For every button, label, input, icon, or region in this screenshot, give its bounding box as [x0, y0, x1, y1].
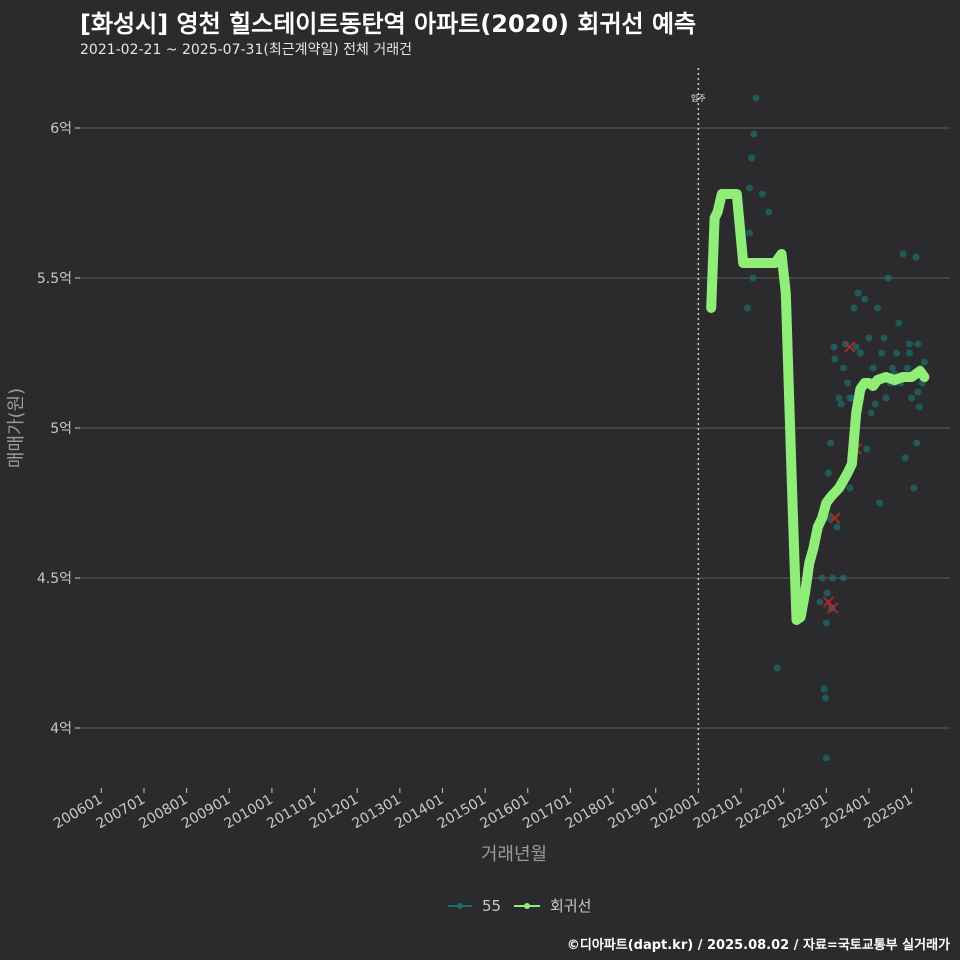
data-point [749, 274, 757, 282]
data-point [827, 439, 835, 447]
data-point [844, 379, 852, 387]
data-point [878, 349, 886, 357]
data-point [821, 694, 829, 702]
data-point [871, 400, 879, 408]
highlight-markers [822, 341, 862, 614]
data-point [914, 388, 922, 396]
highlight-mark [844, 341, 856, 353]
data-point [901, 454, 909, 462]
y-tick-label: 5억 [50, 421, 72, 437]
highlight-mark [829, 512, 841, 524]
data-point [839, 574, 847, 582]
data-point [914, 340, 922, 348]
data-point [748, 154, 756, 162]
data-point [758, 190, 766, 198]
data-point [880, 334, 888, 342]
data-point [831, 355, 839, 363]
data-point [752, 94, 760, 102]
data-point [746, 229, 754, 237]
data-point [869, 364, 877, 372]
data-point [765, 208, 773, 216]
data-point [912, 253, 920, 261]
data-point [910, 484, 918, 492]
data-point [905, 340, 913, 348]
x-axis-title: 거래년월 [481, 844, 547, 865]
regression-line [706, 189, 930, 625]
data-point [865, 334, 873, 342]
data-point [893, 349, 901, 357]
data-point [915, 403, 923, 411]
data-point [822, 754, 830, 762]
grid-lines [80, 127, 950, 729]
data-point [899, 250, 907, 258]
y-tick-label: 6억 [50, 121, 72, 137]
data-point [913, 439, 921, 447]
data-point [830, 343, 838, 351]
data-point [818, 574, 826, 582]
data-point [846, 394, 854, 402]
data-point [850, 304, 858, 312]
data-point [903, 364, 911, 372]
data-point [908, 394, 916, 402]
data-point [882, 394, 890, 402]
data-point [824, 469, 832, 477]
legend-trend-swatch [524, 903, 530, 909]
data-point [773, 664, 781, 672]
data-point [874, 304, 881, 312]
chart-title: [화성시] 영천 힐스테이트동탄역 아파트(2020) 회귀선 예측 [80, 10, 697, 38]
y-tick-label: 4.5억 [37, 571, 72, 587]
legend-55-label: 55 [482, 897, 501, 915]
data-point [820, 685, 828, 693]
data-point [750, 130, 758, 138]
legend: 55 회귀선 [448, 897, 591, 915]
data-point [888, 364, 896, 372]
data-point [823, 589, 831, 597]
data-point [829, 574, 837, 582]
data-point [861, 295, 869, 303]
data-point [746, 184, 754, 192]
y-tick-label: 4억 [50, 721, 72, 737]
x-tick-label: 202501 [861, 792, 915, 833]
y-axis-title: 매매가(원) [6, 388, 27, 468]
data-point [920, 358, 928, 366]
data-point [856, 349, 864, 357]
y-tick-label: 5.5억 [37, 271, 72, 287]
y-axis-ticks: 4억 4.5억 5억 5.5억 6억 [37, 121, 80, 737]
data-point [884, 274, 892, 282]
footer-credit: ©디아파트(dapt.kr) / 2025.08.02 / 자료=국토교통부 실… [566, 938, 950, 953]
data-point [816, 598, 824, 606]
data-point [876, 499, 884, 507]
data-point [895, 319, 903, 327]
data-point [854, 289, 862, 297]
x-axis-ticks: 2006012007012008012009012010012011012012… [51, 788, 916, 832]
data-point [743, 304, 751, 312]
data-point [833, 523, 841, 531]
data-point [822, 619, 830, 627]
chart-subtitle: 2021-02-21 ~ 2025-07-31(최근계약일) 전체 거래건 [80, 42, 412, 58]
highlight-mark [827, 602, 839, 614]
data-point [905, 349, 913, 357]
data-point [852, 343, 860, 351]
data-point [839, 364, 847, 372]
data-point [837, 400, 845, 408]
legend-55-swatch [457, 903, 463, 909]
data-point [863, 445, 871, 453]
move-in-label: 입주 [691, 94, 706, 103]
data-point [826, 514, 834, 522]
data-point [867, 409, 875, 417]
data-point [835, 394, 843, 402]
legend-trend-label: 회귀선 [550, 897, 591, 915]
data-point [846, 484, 854, 492]
highlight-mark [822, 596, 835, 608]
